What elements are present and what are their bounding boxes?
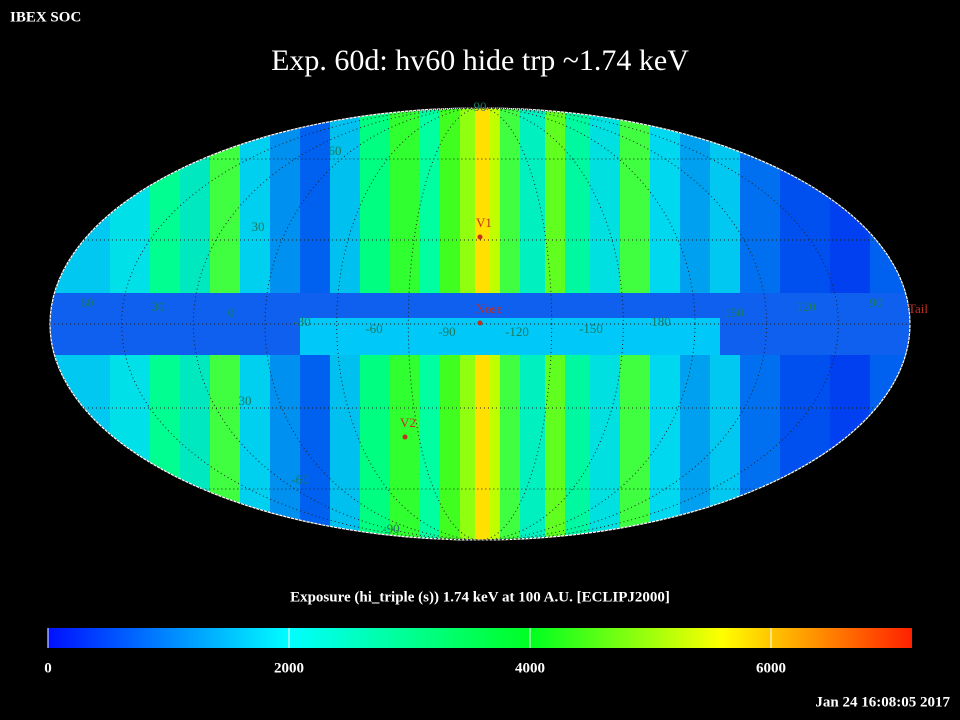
grid-label: 30	[252, 219, 265, 234]
title: Exp. 60d: hv60 hide trp ~1.74 keV	[271, 44, 689, 77]
grid-label: 90	[474, 99, 487, 114]
marker-label: V2	[400, 415, 416, 430]
colorbar-ticks: 0 2000 4000 6000	[44, 628, 786, 676]
grid-label: -30	[293, 314, 310, 329]
grid-label: -120	[505, 324, 529, 339]
grid-label: -90	[382, 521, 399, 536]
grid-label: 60	[81, 295, 94, 310]
grid-label: 180	[651, 314, 671, 329]
timestamp: Jan 24 16:08:05 2017	[815, 694, 950, 710]
marker-label: Nose	[476, 301, 503, 316]
marker-label: Tail	[908, 301, 928, 316]
meridian	[49, 107, 911, 541]
grid-label: 90	[870, 295, 883, 310]
grid-label: 0	[228, 305, 235, 320]
colorbar-label: Exposure (hi_triple (s)) 1.74 keV at 100…	[290, 589, 670, 605]
grid-label: 60	[329, 143, 342, 158]
marker-dot	[402, 434, 408, 440]
grid-label: 150	[724, 305, 744, 320]
map-labels: 90 60 30 60 30 0 -30 -60 -90 -120 -150 180 150 120 90 3…	[81, 99, 929, 536]
colorbar-tick-label: 4000	[515, 660, 545, 676]
grid-label: -60	[291, 472, 308, 487]
grid-label: -150	[579, 321, 603, 336]
grid-label: -60	[365, 321, 382, 336]
grid-label: 120	[796, 299, 816, 314]
marker-label: V1	[476, 215, 492, 230]
colorbar	[48, 628, 912, 648]
colorbar-tick-label: 2000	[274, 660, 304, 676]
marker-dot	[477, 234, 483, 240]
grid-label: 30	[239, 393, 252, 408]
colorbar-tick-label: 0	[44, 660, 52, 676]
grid-label: 30	[152, 299, 165, 314]
org-label: IBEX SOC	[10, 9, 81, 25]
grid-label: -90	[438, 324, 455, 339]
marker-dot	[477, 320, 483, 326]
colorbar-tick-label: 6000	[756, 660, 786, 676]
graticule	[49, 107, 911, 541]
